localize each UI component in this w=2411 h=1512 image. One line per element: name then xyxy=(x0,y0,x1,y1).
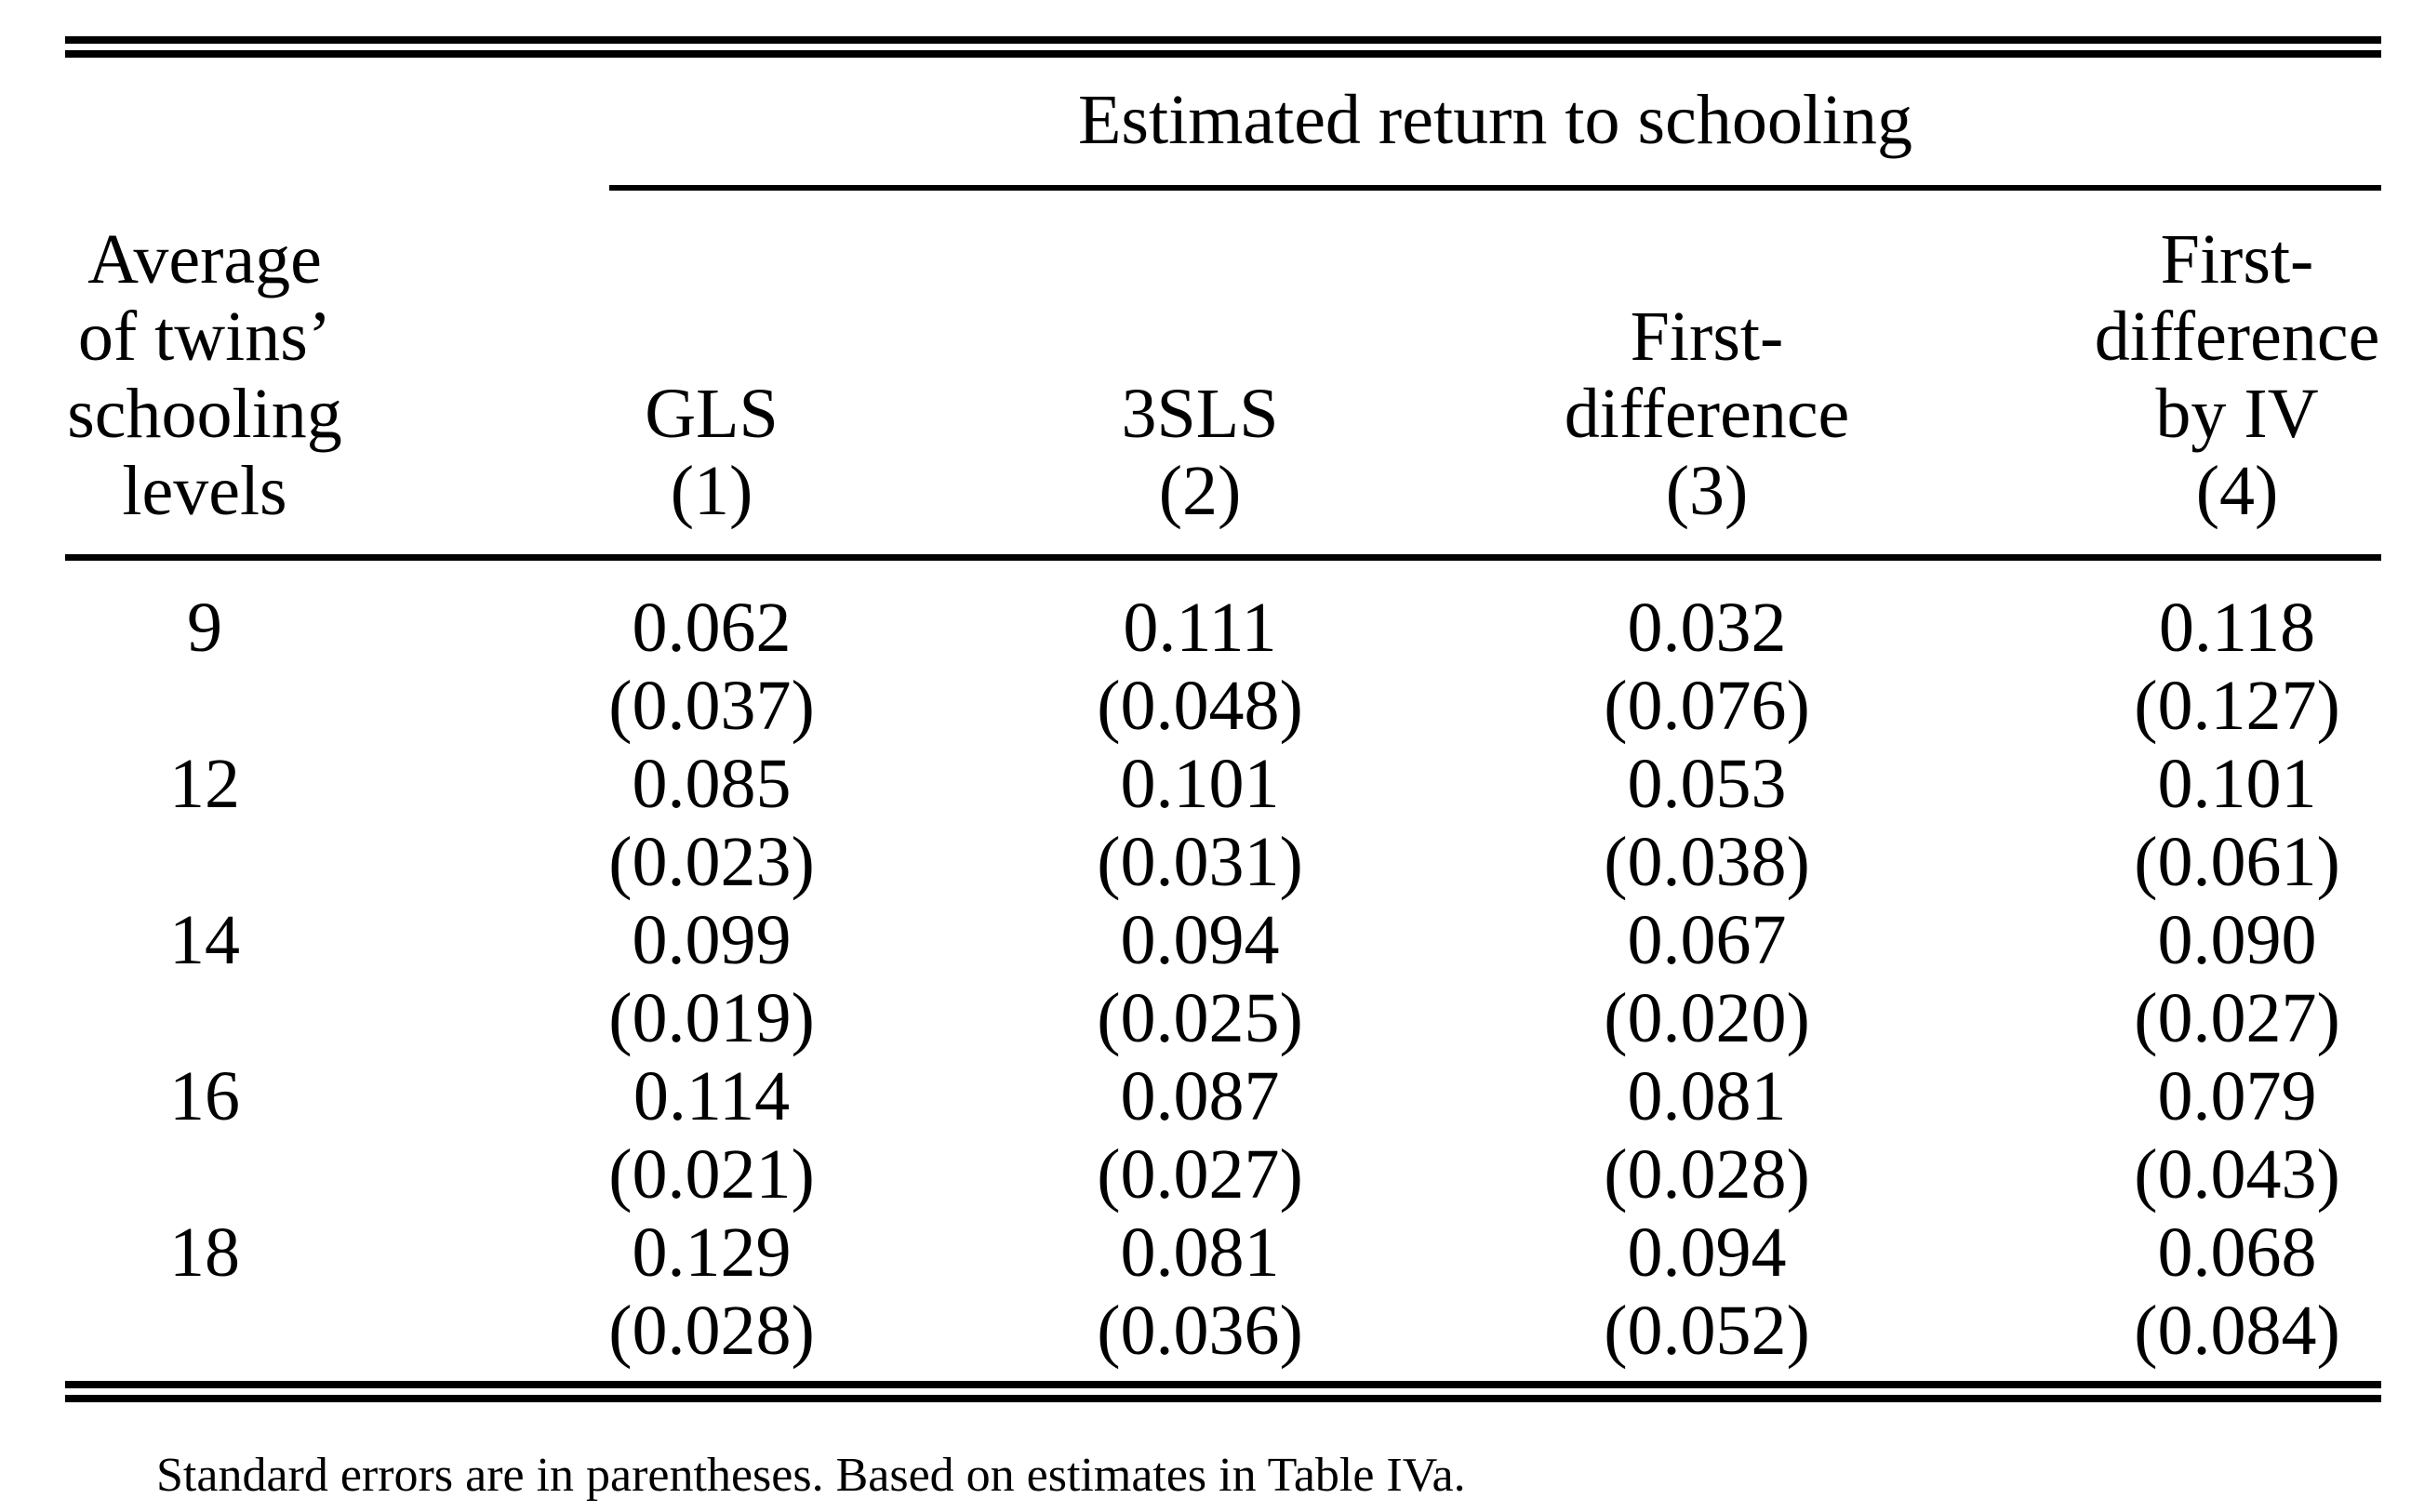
level-spacer xyxy=(65,667,344,745)
table-row-level-18-estimates: 18 0.129 0.081 0.094 0.068 xyxy=(65,1214,2381,1292)
table-row-level-18-stderrs: (0.028) (0.036) (0.052) (0.084) xyxy=(65,1292,2381,1392)
table-row-level-16-estimates: 16 0.114 0.087 0.081 0.079 xyxy=(65,1057,2381,1135)
stderr-cell: (0.019) xyxy=(608,979,815,1057)
estimate-cell: 0.129 xyxy=(632,1214,792,1292)
stderr-cell: (0.021) xyxy=(608,1135,815,1214)
estimate-cell: 0.081 xyxy=(1627,1057,1787,1135)
returns-to-schooling-table: Estimated return to schooling Average of… xyxy=(65,36,2382,1402)
table-row-level-16-stderrs: (0.021) (0.027) (0.028) (0.043) xyxy=(65,1135,2381,1214)
stderr-cell: (0.037) xyxy=(608,667,815,745)
stub-head: Average of twins’ schooling levels xyxy=(65,191,344,561)
level-cell: 16 xyxy=(169,1057,240,1135)
stub-head-line: schooling xyxy=(67,375,342,453)
column-header-label: difference xyxy=(1564,375,1850,453)
stderr-cell: (0.076) xyxy=(1604,667,1810,745)
stderr-cell: (0.043) xyxy=(2134,1135,2340,1214)
column-header-label: First- xyxy=(1630,298,1784,376)
estimate-cell: 0.079 xyxy=(2157,1057,2317,1135)
estimate-cell: 0.094 xyxy=(1120,901,1280,979)
table-row-level-14-stderrs: (0.019) (0.025) (0.020) (0.027) xyxy=(65,979,2381,1057)
estimate-cell: 0.087 xyxy=(1120,1057,1280,1135)
table-row-level-14-estimates: 14 0.099 0.094 0.067 0.090 xyxy=(65,901,2381,979)
column-header-label: First- xyxy=(2160,220,2314,298)
column-number: (1) xyxy=(670,452,753,530)
table-row-level-12-estimates: 12 0.085 0.101 0.053 0.101 xyxy=(65,745,2381,823)
column-header-row: Average of twins’ schooling levels GLS (… xyxy=(65,191,2382,561)
table-row-level-12-stderrs: (0.023) (0.031) (0.038) (0.061) xyxy=(65,823,2381,901)
estimate-cell: 0.111 xyxy=(1123,589,1277,667)
column-header-first-difference: First- difference (3) xyxy=(1321,191,2093,561)
level-cell: 12 xyxy=(169,745,240,823)
table-footnote: Standard errors are in parentheses. Base… xyxy=(156,1449,1466,1502)
column-header-first-difference-iv: First- difference by IV (4) xyxy=(2093,191,2382,561)
estimate-cell: 0.101 xyxy=(2157,745,2317,823)
estimate-cell: 0.114 xyxy=(633,1057,791,1135)
spanner-cell: Estimated return to schooling xyxy=(344,47,2382,191)
estimate-cell: 0.081 xyxy=(1120,1214,1280,1292)
column-number: (2) xyxy=(1158,452,1242,530)
estimate-cell: 0.090 xyxy=(2157,901,2317,979)
stderr-cell: (0.061) xyxy=(2134,823,2340,901)
stderr-cell: (0.025) xyxy=(1097,979,1303,1057)
stderr-cell: (0.027) xyxy=(2134,979,2340,1057)
spanner-label: Estimated return to schooling xyxy=(609,58,2382,191)
stderr-cell: (0.028) xyxy=(1604,1135,1810,1214)
estimate-cell: 0.101 xyxy=(1120,745,1280,823)
stderr-cell: (0.038) xyxy=(1604,823,1810,901)
stderr-cell: (0.052) xyxy=(1604,1292,1810,1370)
level-spacer xyxy=(65,1292,344,1392)
estimate-cell: 0.094 xyxy=(1627,1214,1787,1292)
estimate-cell: 0.099 xyxy=(632,901,792,979)
level-spacer xyxy=(65,1135,344,1214)
estimate-cell: 0.085 xyxy=(632,745,792,823)
estimate-cell: 0.067 xyxy=(1627,901,1787,979)
stderr-cell: (0.020) xyxy=(1604,979,1810,1057)
column-header-label: difference xyxy=(2094,298,2380,376)
estimate-cell: 0.118 xyxy=(2158,589,2316,667)
stub-head-line: of twins’ xyxy=(77,298,332,376)
stub-head-line: Average xyxy=(87,220,322,298)
stderr-cell: (0.031) xyxy=(1097,823,1303,901)
column-header-label: GLS xyxy=(645,375,779,453)
column-header-3sls: 3SLS (2) xyxy=(1079,191,1321,561)
stderr-cell: (0.023) xyxy=(608,823,815,901)
table-body: 9 0.062 0.111 0.032 0.118 (0.037) (0.048… xyxy=(65,558,2381,1392)
level-cell: 14 xyxy=(169,901,240,979)
column-header-gls: GLS (1) xyxy=(344,191,1079,561)
stderr-cell: (0.036) xyxy=(1097,1292,1303,1370)
stderr-cell: (0.028) xyxy=(608,1292,815,1370)
estimate-cell: 0.053 xyxy=(1627,745,1787,823)
column-number: (3) xyxy=(1665,452,1749,530)
table-row-level-9-estimates: 9 0.062 0.111 0.032 0.118 xyxy=(65,558,2381,668)
spanner-row: Estimated return to schooling xyxy=(65,47,2382,192)
level-spacer xyxy=(65,823,344,901)
level-spacer xyxy=(65,979,344,1057)
column-header-label: 3SLS xyxy=(1121,375,1279,453)
level-cell: 9 xyxy=(187,589,222,667)
stub-head-line: levels xyxy=(122,452,287,530)
table-header: Estimated return to schooling Average of… xyxy=(65,47,2382,561)
stderr-cell: (0.048) xyxy=(1097,667,1303,745)
stderr-cell: (0.027) xyxy=(1097,1135,1303,1214)
level-cell: 18 xyxy=(169,1214,240,1292)
stderr-cell: (0.084) xyxy=(2134,1292,2340,1370)
estimate-cell: 0.068 xyxy=(2157,1214,2317,1292)
stub-head-spacer xyxy=(65,47,344,192)
estimate-cell: 0.062 xyxy=(632,589,792,667)
table-row-level-9-stderrs: (0.037) (0.048) (0.076) (0.127) xyxy=(65,667,2381,745)
column-number: (4) xyxy=(2195,452,2279,530)
stderr-cell: (0.127) xyxy=(2134,667,2340,745)
column-header-label: by IV xyxy=(2155,375,2319,453)
estimate-cell: 0.032 xyxy=(1627,589,1787,667)
